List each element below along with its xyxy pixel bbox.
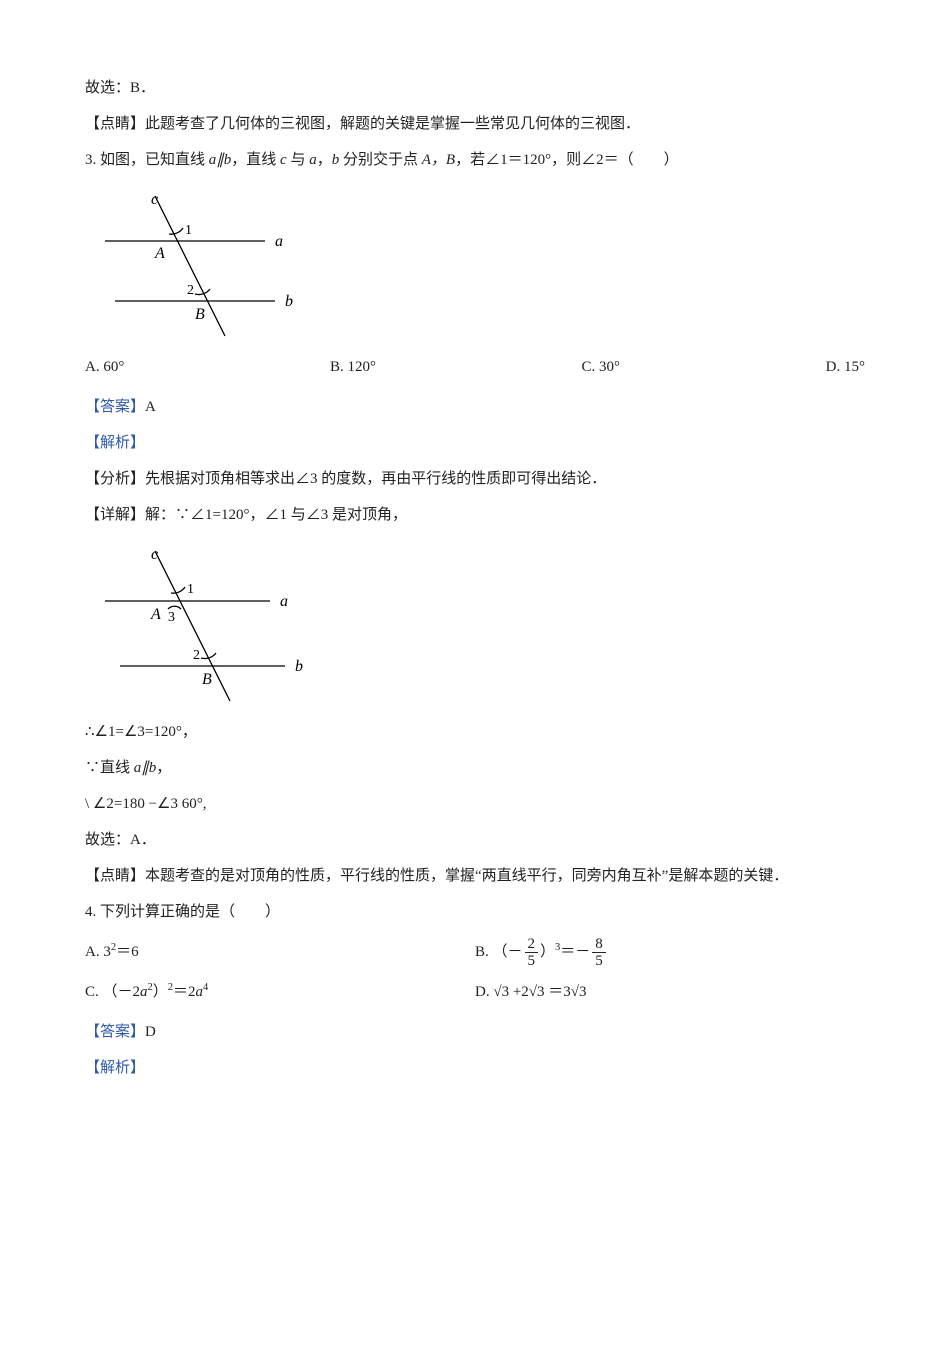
q3-stem: 3. 如图，已知直线 a∥b，直线 c 与 a，b 分别交于点 A，B，若∠1＝… [85,142,865,178]
q4-opt-d: D. √3 +2√3 ＝3√3 [475,974,865,1010]
q3-fenxi: 【分析】先根据对顶角相等求出∠3 的度数，再由平行线的性质即可得出结论． [85,461,865,497]
answer-value: D [145,1024,156,1040]
q3-eq1: ∴∠1=∠3=120°， [85,714,865,750]
q3-opt-d: D. 15° [826,349,865,385]
q3-figure-2: c a b A B 1 3 2 [95,541,865,706]
q2-conclusion: 故选：B． [85,70,865,106]
fig2-b-label: b [295,658,303,675]
q4-stem: 4. 下列计算正确的是（ ） [85,894,865,930]
fig1-angle2: 2 [187,283,194,298]
answer-value: A [145,399,156,415]
q3-ab: a∥b [209,152,232,168]
q3-eq3: \ ∠2=180 −∠3 60°, [85,786,865,822]
fig2-c-label: c [151,546,158,563]
q3-c: c [280,152,287,168]
answer-label: 【答案】 [85,399,145,415]
fig2-a-label: a [280,593,288,610]
fig2-angle3: 3 [168,610,175,625]
q3-dianjing: 【点睛】本题考查的是对顶角的性质，平行线的性质，掌握“两直线平行，同旁内角互补”… [85,858,865,894]
fig1-angle1: 1 [185,223,192,238]
fig2-A-label: A [150,606,161,623]
q3-eq2: ∵直线 a∥b， [85,750,865,786]
q4-jiexi: 【解析】 [85,1050,865,1086]
q4-opt-c: C. （－2a2）2＝2a4 [85,974,475,1010]
q3-answer: 【答案】A [85,389,865,425]
q3-conclusion: 故选：A． [85,822,865,858]
q3-opt-b: B. 120° [330,349,376,385]
q3-xiangjie: 【详解】解：∵∠1=120°，∠1 与∠3 是对顶角， [85,497,865,533]
q3-figure-1: c a b A B 1 2 [95,186,865,341]
q3-opt-c: C. 30° [582,349,621,385]
q3-stem-pre: 3. 如图，已知直线 [85,152,209,168]
q4-opt-b: B. （－25）3＝－85 [475,934,865,970]
fig1-B-label: B [195,306,205,323]
fig2-B-label: B [202,671,212,688]
fig2-angle1: 1 [187,582,194,597]
q3-jiexi: 【解析】 [85,425,865,461]
q4-answer: 【答案】D [85,1014,865,1050]
answer-label: 【答案】 [85,1024,145,1040]
q4-options-row1: A. 32＝6 B. （－25）3＝－85 [85,934,865,970]
q3-opt-a: A. 60° [85,349,124,385]
q3-stem-mid: ，直线 [231,152,280,168]
q4-opt-a: A. 32＝6 [85,934,475,970]
fig1-b-label: b [285,293,293,310]
fig1-c-label: c [151,191,158,208]
q4-options-row2: C. （－2a2）2＝2a4 D. √3 +2√3 ＝3√3 [85,974,865,1010]
fig2-angle2: 2 [193,648,200,663]
fig1-A-label: A [154,245,165,262]
q3-options: A. 60° B. 120° C. 30° D. 15° [85,349,865,385]
fig1-a-label: a [275,233,283,250]
q2-dianjing: 【点睛】此题考查了几何体的三视图，解题的关键是掌握一些常见几何体的三视图． [85,106,865,142]
